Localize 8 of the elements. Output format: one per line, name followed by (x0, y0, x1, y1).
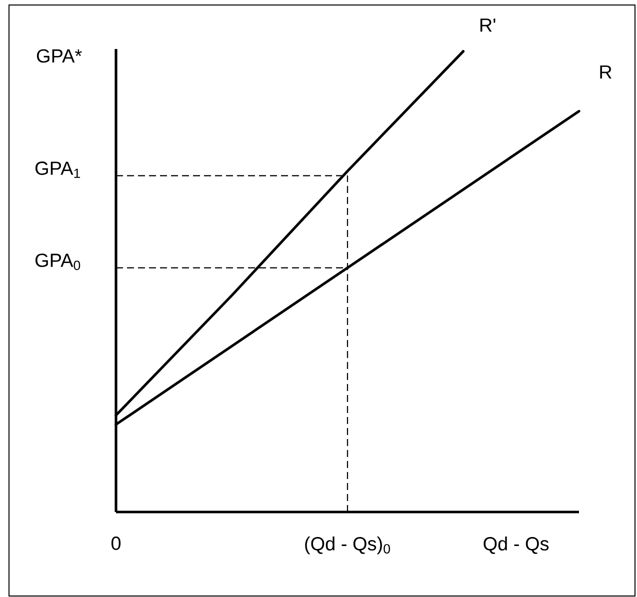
x-tick-label: 0 (111, 536, 121, 550)
ref-line-label: GPA$_{0}$ (35, 254, 80, 270)
series-label: R' (480, 18, 496, 32)
x-tick-label: (Qd - Qs)$_{0}$ (305, 536, 390, 554)
y-axis-title: GPA* (36, 49, 82, 63)
x-axis-title: Qd - Qs (484, 536, 549, 554)
ref-line-label: GPA$_{1}$ (35, 162, 80, 178)
text: R (600, 65, 612, 79)
